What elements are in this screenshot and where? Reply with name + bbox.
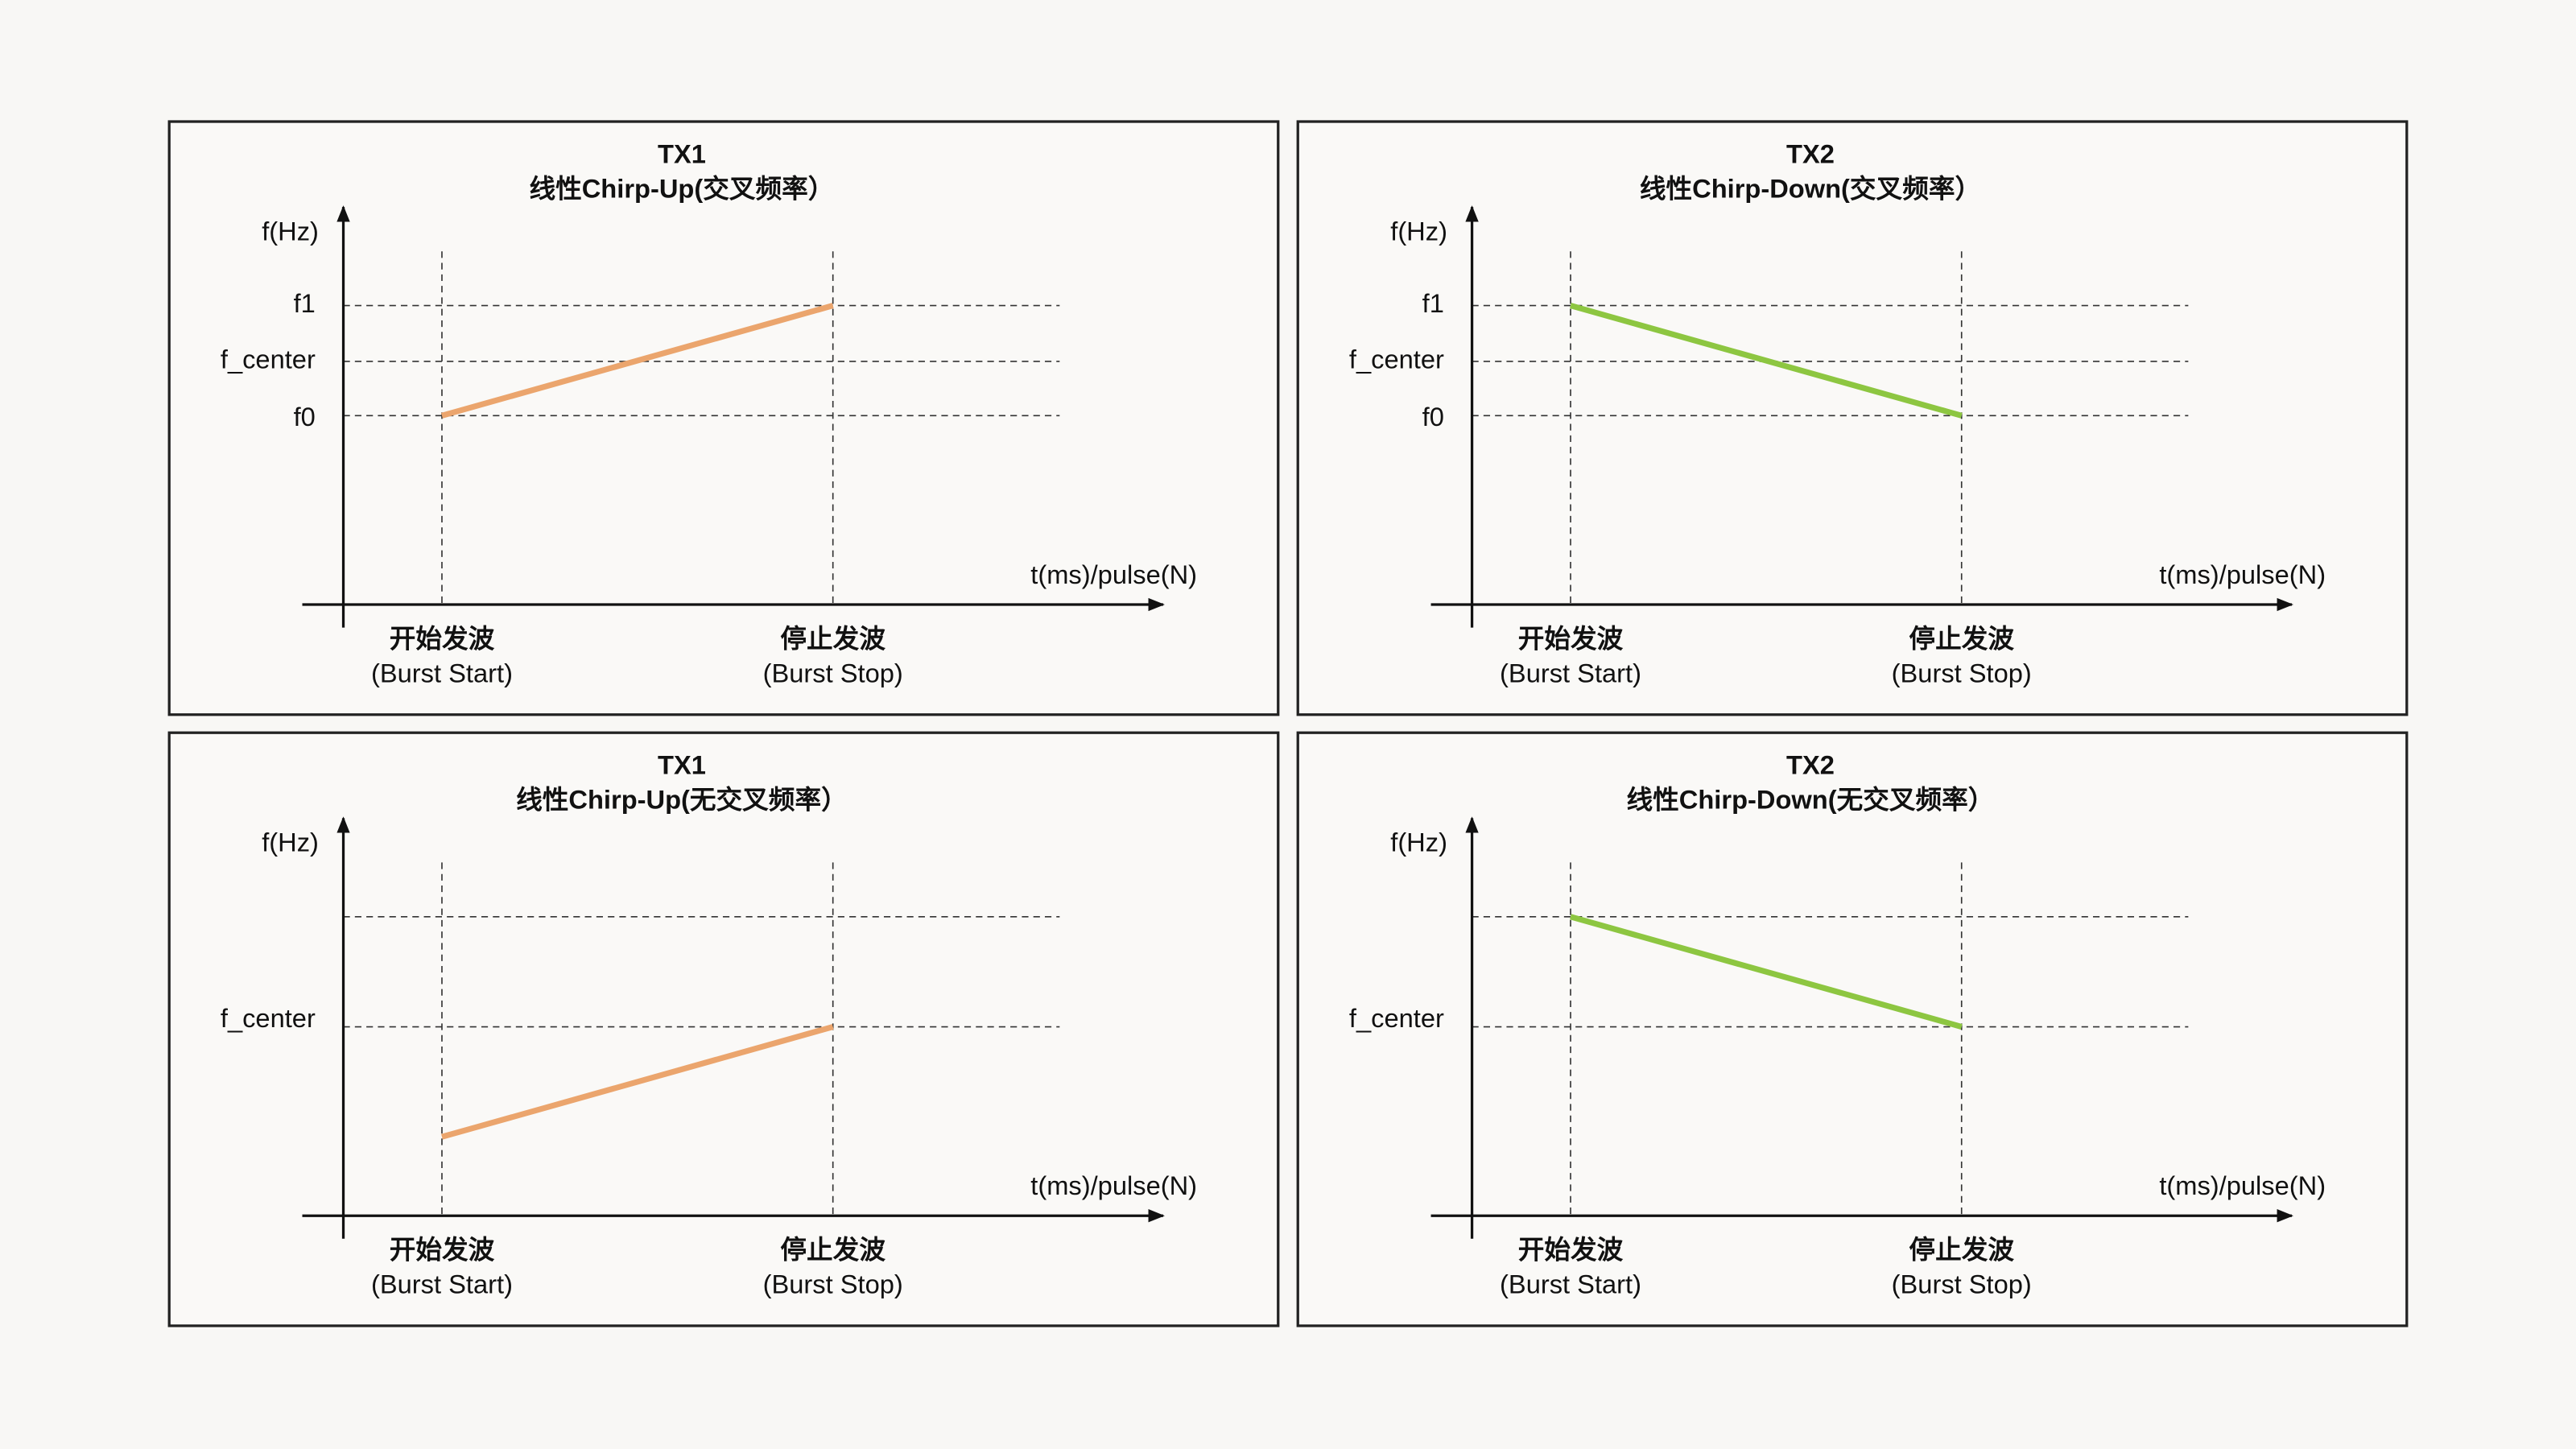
x-event-label: 停止发波 (1909, 1235, 2014, 1265)
y-axis-label: f(Hz) (1390, 828, 1447, 857)
x-event-detail: (Burst Stop) (1892, 1269, 2032, 1299)
panel-frame (167, 120, 1280, 716)
x-event-label: 停止发波 (780, 1235, 886, 1265)
x-axis-label: t(ms)/pulse(N) (1030, 559, 1197, 589)
panel-frame (1296, 120, 2409, 716)
panel: TX2 线性Chirp-Down(无交叉频率） f(Hz) t(ms)/pulse(N… (1296, 731, 2409, 1327)
x-axis-label: t(ms)/pulse(N) (1030, 1170, 1197, 1200)
panel-subtitle: 线性Chirp-Up(交叉频率） (529, 173, 834, 203)
x-event-label: 开始发波 (1518, 624, 1624, 654)
panel-frame (1296, 731, 2409, 1327)
panel-subtitle: 线性Chirp-Down(交叉频率） (1640, 173, 1981, 203)
x-event-detail: (Burst Start) (1500, 1269, 1641, 1299)
x-event-label: 停止发波 (1909, 624, 2014, 654)
panel-frame (167, 731, 1280, 1327)
panel-title: TX2 (1786, 750, 1835, 780)
panel-subtitle: 线性Chirp-Down(无交叉频率） (1627, 785, 1995, 815)
y-axis-label: f(Hz) (262, 828, 319, 857)
y-level-label: f_center (1349, 1003, 1444, 1033)
y-level-label: f1 (294, 288, 316, 318)
chirp-line (1570, 914, 1963, 1030)
y-level-label: f_center (221, 345, 316, 374)
x-event-detail: (Burst Stop) (1892, 658, 2032, 687)
y-level-label: f1 (1422, 288, 1444, 318)
panel-title: TX1 (658, 139, 706, 169)
panel-title: TX2 (1786, 139, 1835, 169)
x-axis-label: t(ms)/pulse(N) (2159, 559, 2326, 589)
y-level-label: f_center (221, 1003, 316, 1033)
y-level-label: f0 (294, 402, 316, 431)
x-event-label: 开始发波 (1518, 1235, 1624, 1265)
y-axis-label: f(Hz) (262, 216, 319, 246)
x-axis-label: t(ms)/pulse(N) (2159, 1170, 2326, 1200)
x-event-detail: (Burst Start) (1500, 658, 1641, 687)
panel-title: TX1 (658, 750, 706, 780)
x-event-label: 开始发波 (390, 1235, 495, 1265)
panel: TX1 线性Chirp-Up(无交叉频率） f(Hz) t(ms)/pulse(N) f… (167, 731, 1280, 1327)
x-event-detail: (Burst Stop) (763, 658, 903, 687)
x-event-detail: (Burst Start) (371, 658, 513, 687)
x-event-detail: (Burst Start) (371, 1269, 513, 1299)
x-event-label: 开始发波 (390, 624, 495, 654)
panel-subtitle: 线性Chirp-Up(无交叉频率） (516, 785, 848, 815)
chirp-line (1570, 303, 1963, 419)
panel: TX1 线性Chirp-Up(交叉频率） f(Hz) t(ms)/pulse(N) f1… (167, 120, 1280, 716)
x-event-label: 停止发波 (780, 624, 886, 654)
chirp-line (441, 1024, 834, 1140)
y-axis-label: f(Hz) (1390, 216, 1447, 246)
y-level-label: f_center (1349, 345, 1444, 374)
panel: TX2 线性Chirp-Down(交叉频率） f(Hz) t(ms)/pulse(N)… (1296, 120, 2409, 716)
chirp-line (441, 303, 834, 419)
x-event-detail: (Burst Stop) (763, 1269, 903, 1299)
y-level-label: f0 (1422, 402, 1444, 431)
